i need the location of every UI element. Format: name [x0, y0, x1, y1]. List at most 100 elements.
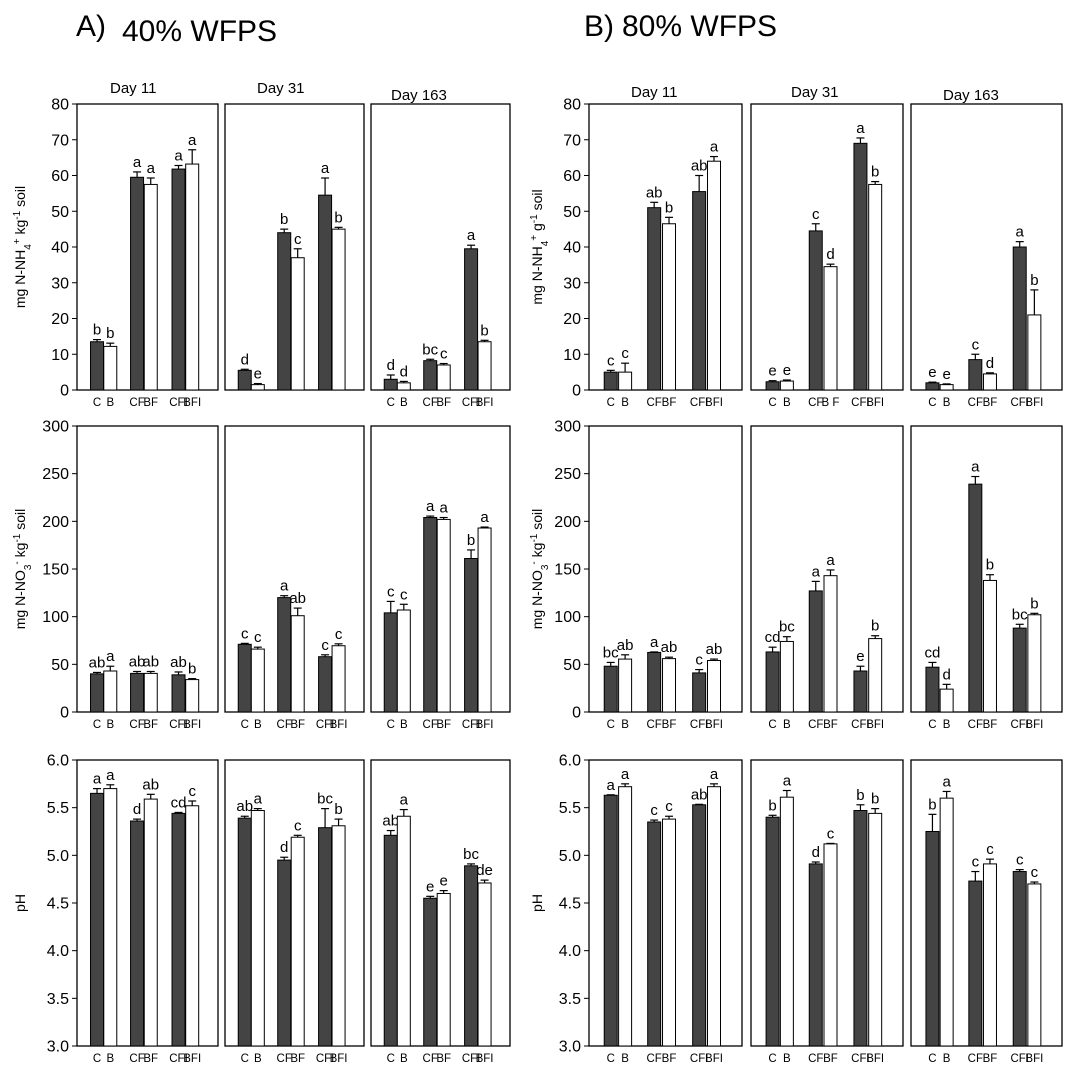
x-tick-label: C [387, 397, 395, 409]
y-tick-label: 250 [42, 466, 69, 483]
y-tick-label: 150 [554, 562, 581, 579]
x-tick-label: BF [143, 719, 158, 731]
y-tick-label: 50 [51, 204, 69, 221]
significance-letter: b [871, 164, 879, 181]
bar-c [383, 378, 398, 391]
significance-letter: ab [170, 654, 187, 671]
x-tick-label: CFI [462, 719, 481, 731]
significance-letter: c [650, 802, 658, 819]
significance-letter: ab [646, 184, 663, 201]
x-tick-label: C [928, 1053, 936, 1065]
x-tick-label: BFI [476, 397, 494, 409]
bar-bfi [868, 812, 883, 1047]
x-tick-label: C [607, 719, 615, 731]
x-tick-label: BFI [1025, 397, 1043, 409]
bar- [318, 194, 333, 391]
significance-letter: d [400, 363, 408, 380]
chart-a-ph-day163: ab Ca Be CF e BF bc CFI de BFI [370, 759, 511, 1065]
x-tick-label: C [768, 1053, 776, 1065]
bar-cfi [464, 558, 479, 713]
y-tick-label: 3.5 [47, 991, 69, 1008]
significance-letter: a [856, 120, 865, 137]
bar-bfi [1027, 614, 1042, 713]
x-tick-label: CFI [1010, 1053, 1029, 1065]
x-tick-label: BF [143, 1053, 158, 1065]
chart-a-nh4-day163: d Cd Bbc CF c BF a CFI b BFI [370, 103, 511, 409]
y-axis-label: mg N-NO3- kg-1 soil [12, 509, 34, 630]
significance-letter: bc [779, 619, 795, 636]
x-tick-label: BFI [705, 719, 723, 731]
bar- [250, 384, 265, 391]
significance-letter: a [783, 773, 792, 790]
chart-b-no3-day31: cd Cbc Ba CF a BF e CFI b BFI [750, 425, 904, 731]
bar-bfi [1027, 883, 1042, 1047]
day-labels: Day 11 Day 31 Day 163 Day 11 Day 31 Day … [110, 80, 999, 104]
x-tick-label: C [241, 1053, 249, 1065]
significance-letter: e [942, 366, 950, 383]
y-tick-label: 70 [563, 132, 581, 149]
y-tick-label: 20 [51, 311, 69, 328]
x-tick-label: C [387, 1053, 395, 1065]
y-tick-label: 5.5 [47, 800, 69, 817]
chart-b-ph-day31: b Ca Bd CF c BF b CFI b BFI [750, 759, 904, 1065]
significance-letter: b [188, 661, 196, 678]
x-tick-label: BFI [183, 1053, 201, 1065]
bar-bf [436, 364, 451, 391]
x-tick-label: BF [823, 719, 838, 731]
significance-letter: bc [603, 644, 619, 661]
significance-letter: ab [236, 798, 253, 815]
significance-letter: c [294, 231, 302, 248]
bar-cf [423, 517, 438, 713]
bar-bf [143, 798, 158, 1047]
significance-letter: c [972, 336, 980, 353]
x-tick-label: BF [143, 397, 158, 409]
x-tick-label: C [607, 1053, 615, 1065]
bar-c [765, 381, 780, 391]
x-tick-label: CF [647, 719, 662, 731]
bar-bf [143, 672, 158, 713]
y-axis-label: mg N-NH4+ g-1 soil [529, 189, 551, 304]
y-tick-label: 10 [563, 347, 581, 364]
bar-bf [823, 843, 838, 1047]
bar-b [103, 788, 118, 1047]
significance-letter: b [480, 322, 488, 339]
x-tick-label: B [943, 1053, 951, 1065]
x-tick-label: CFI [690, 1053, 709, 1065]
day-label-b-11: Day 11 [631, 84, 677, 101]
x-tick-label: B [254, 1053, 262, 1065]
significance-letter: d [812, 844, 820, 861]
x-tick-label: BF [662, 1053, 677, 1065]
bar-c [765, 651, 780, 713]
x-tick-label: CFI [462, 1053, 481, 1065]
significance-letter: a [106, 767, 115, 784]
x-tick-label: B [400, 719, 408, 731]
bar-bfi [331, 645, 346, 713]
significance-letter: c [400, 586, 408, 603]
x-tick-label: BFI [183, 397, 201, 409]
significance-letter: c [607, 352, 615, 369]
x-tick-label: BFI [330, 1053, 348, 1065]
significance-letter: c [695, 652, 703, 669]
bar-c [765, 816, 780, 1047]
bar-cfi [692, 804, 707, 1047]
significance-letter: a [426, 498, 435, 515]
y-tick-label: 3.0 [559, 1039, 581, 1056]
x-tick-label: BF [436, 397, 451, 409]
significance-letter: a [106, 648, 115, 665]
bar-bf [982, 373, 997, 391]
x-tick-label: CF [129, 1053, 144, 1065]
x-tick-label: CF [277, 719, 292, 731]
significance-letter: c [812, 206, 820, 223]
bar-cf [130, 672, 145, 713]
significance-letter: c [254, 629, 262, 646]
significance-letter: d [133, 801, 141, 818]
significance-letter: d [986, 355, 994, 372]
bar-cf [647, 821, 662, 1047]
x-tick-label: C [93, 397, 101, 409]
significance-letter: de [476, 862, 493, 879]
bar-bfi [477, 527, 492, 713]
x-tick-label: CF [808, 719, 823, 731]
x-tick-label: B [106, 1053, 114, 1065]
y-tick-label: 250 [554, 466, 581, 483]
significance-letter: d [942, 666, 950, 683]
